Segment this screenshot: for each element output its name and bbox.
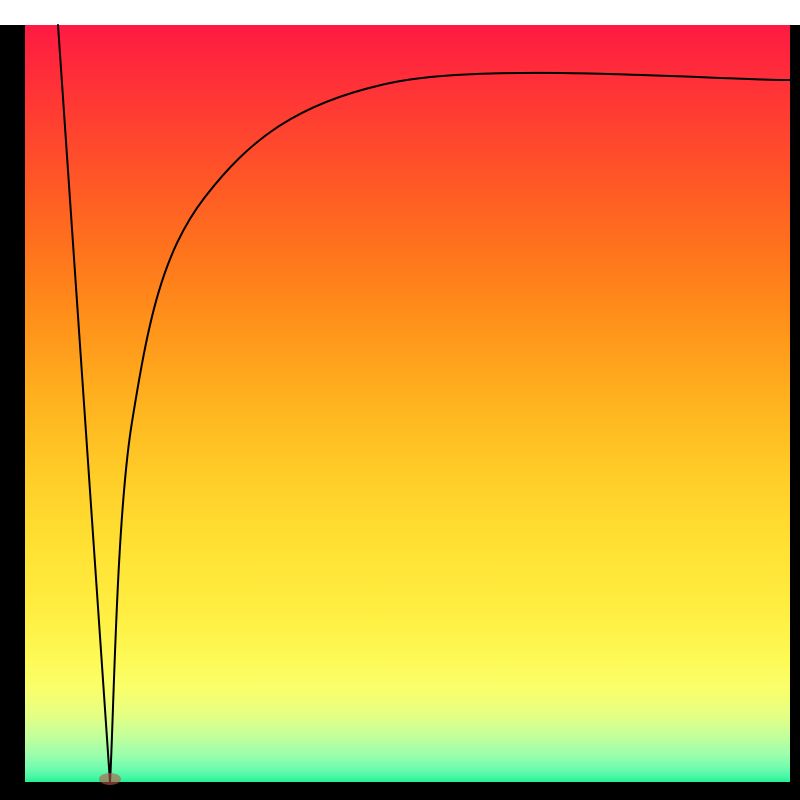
optimum-marker <box>99 773 121 785</box>
chart-container: TheBottleneck.com <box>0 0 800 800</box>
chart-svg <box>0 0 800 800</box>
plot-gradient <box>25 25 790 782</box>
top-margin <box>0 0 800 25</box>
